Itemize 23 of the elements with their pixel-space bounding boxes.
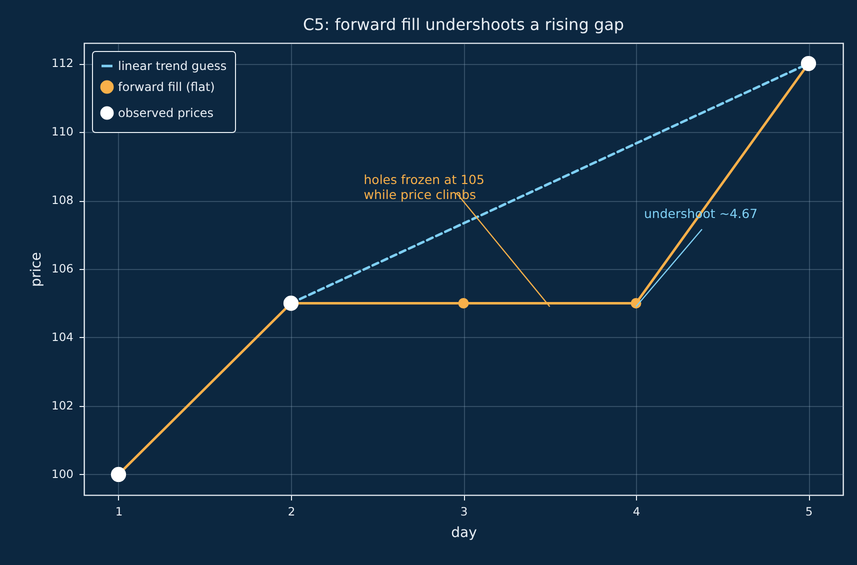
- y-axis-title: price: [28, 252, 45, 287]
- y-tick-label: 108: [52, 193, 74, 208]
- point: [800, 56, 816, 72]
- point: [110, 466, 126, 482]
- chart-title: C5: forward fill undershoots a rising gap: [302, 15, 624, 34]
- y-tick-label: 104: [52, 330, 74, 344]
- legend-label: observed prices: [118, 106, 214, 120]
- legend-label: forward fill (flat): [118, 80, 215, 94]
- y-tick-label: 112: [52, 56, 74, 70]
- x-tick-label: 2: [288, 504, 296, 518]
- x-tick-label: 4: [632, 504, 640, 518]
- y-tick-label: 110: [52, 124, 74, 139]
- y-tick-label: 106: [52, 262, 74, 276]
- y-tick-label: 100: [52, 466, 74, 481]
- y-tick-label: 102: [52, 398, 74, 412]
- annotation: holes frozen at 105 while price climbs: [364, 172, 484, 202]
- x-axis-title: day: [451, 525, 477, 541]
- legend-label: linear trend guess: [118, 59, 227, 73]
- x-tick-label: 1: [115, 504, 123, 518]
- x-tick-label: 5: [805, 504, 813, 518]
- point: [283, 296, 299, 311]
- x-tick-label: 3: [460, 504, 468, 518]
- point: [458, 298, 469, 308]
